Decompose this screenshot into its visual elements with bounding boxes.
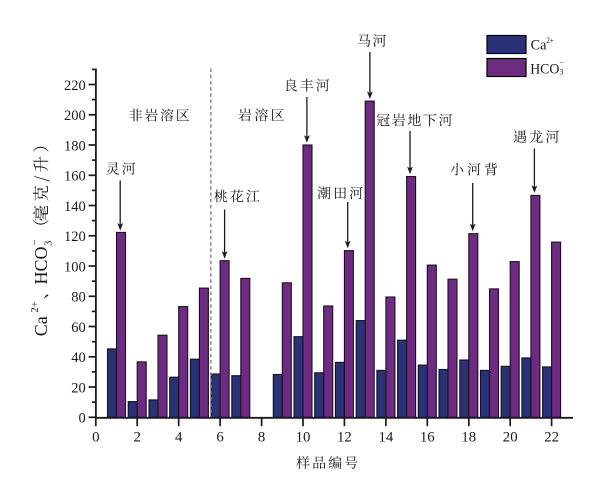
svg-text:Ca: Ca (31, 316, 51, 336)
svg-text:0: 0 (79, 411, 86, 427)
svg-text:40: 40 (71, 350, 86, 366)
svg-text:Ca: Ca (531, 38, 547, 54)
svg-text:20: 20 (71, 380, 86, 396)
svg-text:HCO: HCO (31, 246, 51, 284)
svg-text:20: 20 (503, 430, 518, 446)
svg-text:22: 22 (544, 430, 559, 446)
svg-text:2+: 2+ (29, 301, 41, 313)
svg-text:60: 60 (71, 320, 86, 336)
svg-text:100: 100 (64, 259, 86, 275)
svg-text:3: 3 (559, 68, 563, 77)
svg-text:18: 18 (461, 430, 476, 446)
svg-text:14: 14 (379, 430, 394, 446)
svg-text:12: 12 (337, 430, 352, 446)
svg-text:3: 3 (43, 241, 54, 246)
svg-text:80: 80 (71, 290, 86, 306)
svg-text:140: 140 (64, 199, 86, 215)
svg-text:16: 16 (420, 430, 435, 446)
svg-text:2: 2 (133, 430, 140, 446)
svg-text:2+: 2+ (546, 36, 554, 45)
svg-text:220: 220 (64, 78, 86, 94)
svg-text:200: 200 (64, 108, 86, 124)
svg-text:0: 0 (92, 430, 99, 446)
svg-text:4: 4 (175, 430, 183, 446)
svg-text:180: 180 (64, 138, 86, 154)
svg-text:120: 120 (64, 229, 86, 245)
svg-text:8: 8 (258, 430, 265, 446)
svg-text:−: − (30, 239, 41, 245)
svg-text:HCO: HCO (530, 61, 559, 77)
svg-text:−: − (559, 58, 564, 68)
svg-text:10: 10 (296, 430, 311, 446)
svg-text:160: 160 (64, 169, 86, 185)
svg-text:6: 6 (216, 430, 223, 446)
